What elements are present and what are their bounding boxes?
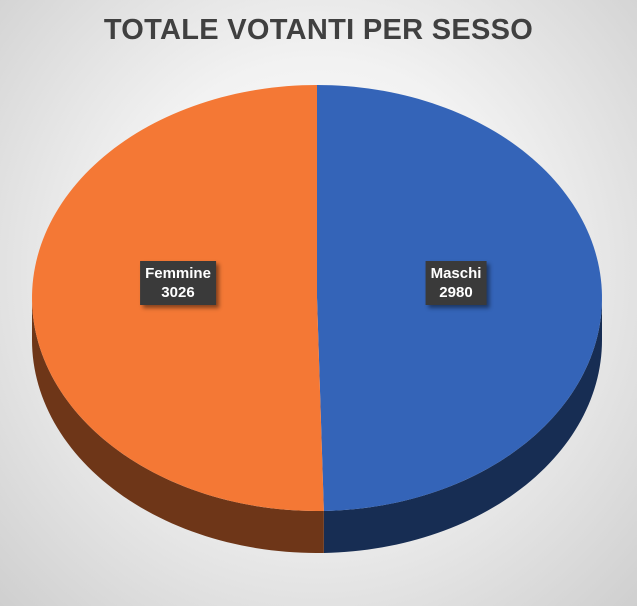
data-label-femmine: Femmine 3026: [140, 261, 216, 305]
data-label-maschi: Maschi 2980: [425, 261, 487, 305]
label-name: Maschi: [430, 265, 482, 282]
label-value: 2980: [439, 284, 473, 301]
pie-side-femmine: [32, 298, 324, 553]
label-name: Femmine: [145, 265, 211, 282]
label-value: 3026: [161, 284, 195, 301]
pie-side-maschi: [323, 298, 602, 553]
chart-title: TOTALE VOTANTI PER SESSO: [103, 14, 534, 46]
